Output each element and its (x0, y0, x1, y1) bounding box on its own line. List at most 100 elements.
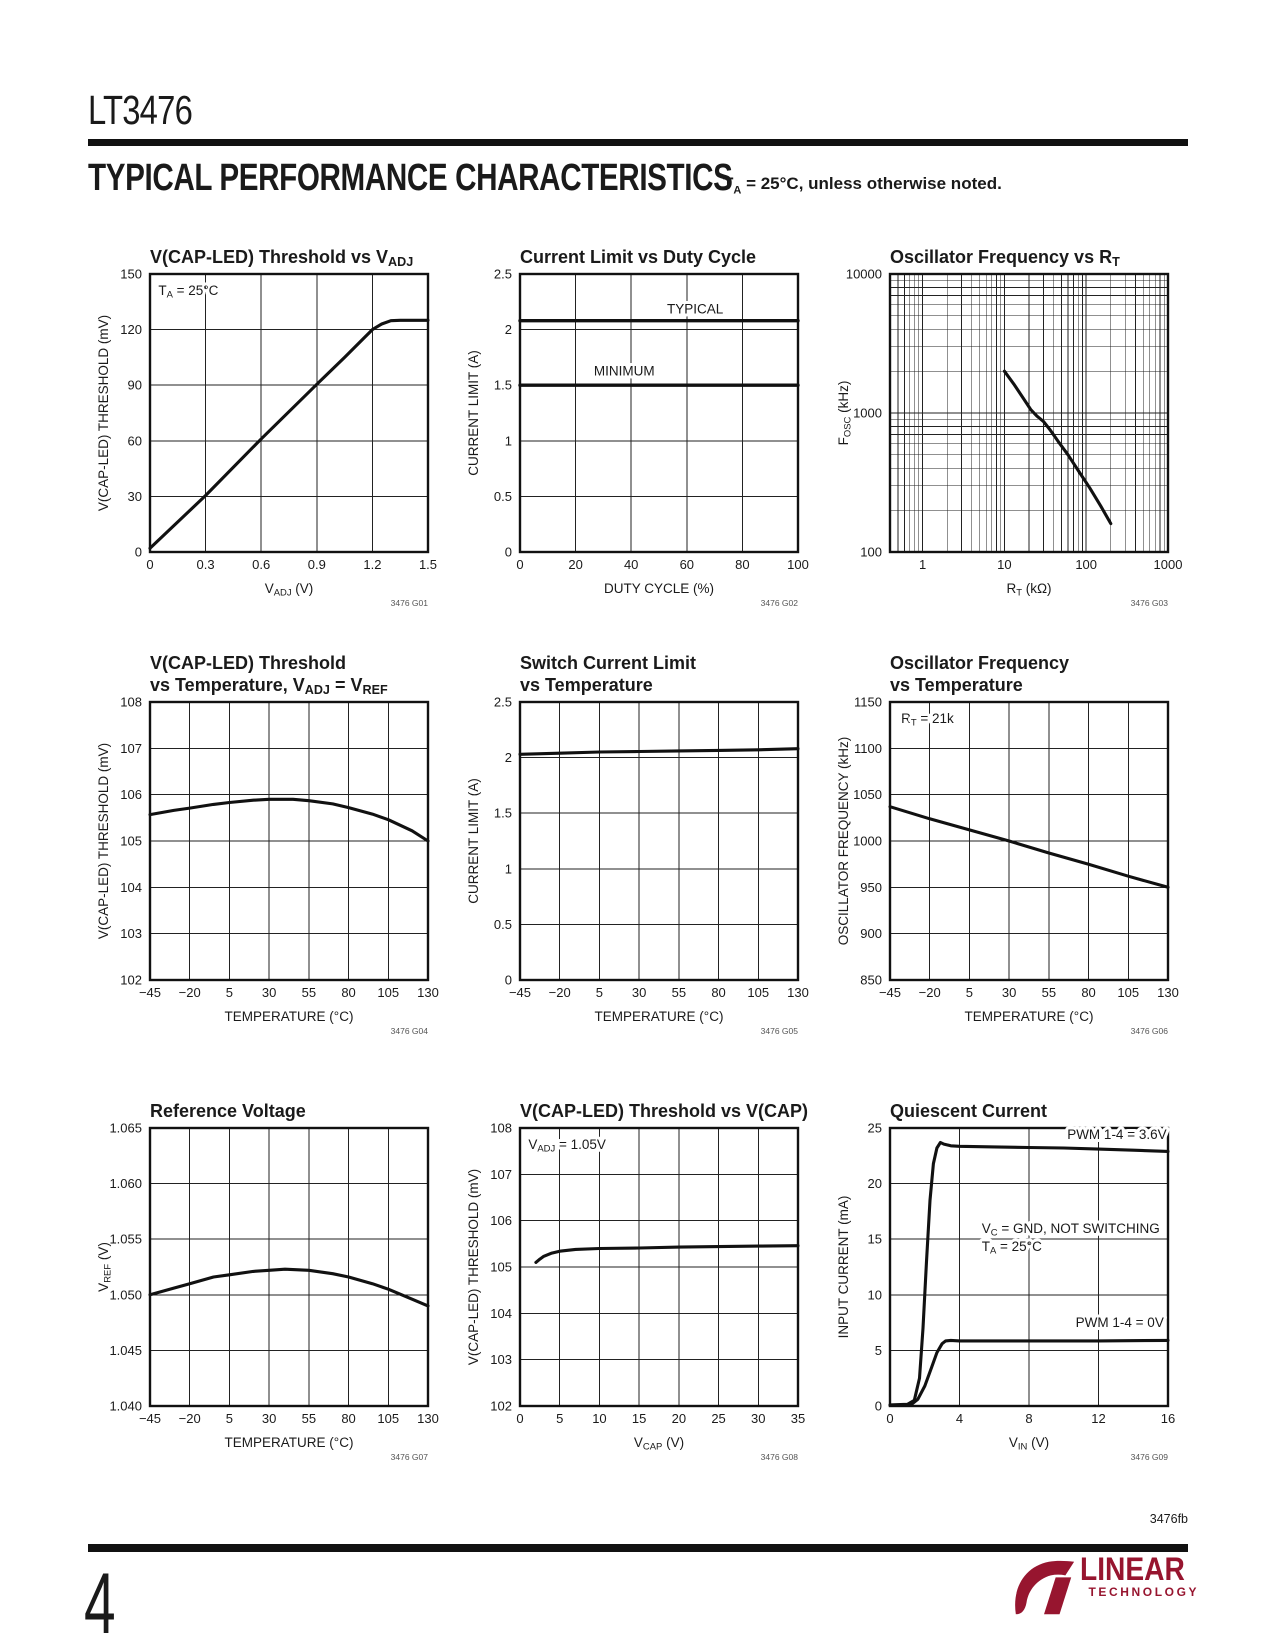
svg-text:5: 5 (596, 985, 603, 1000)
svg-text:VCAP (V): VCAP (V) (634, 1435, 684, 1452)
svg-text:−45: −45 (139, 1411, 161, 1426)
chart-canvas-g08: VADJ = 1.05V 0 5 10 15 20 25 30 35 102 103 104 105 10… (466, 1101, 808, 1462)
note-symbol: T (723, 174, 734, 193)
svg-text:30: 30 (262, 985, 276, 1000)
svg-text:TA = 25°C: TA = 25°C (982, 1239, 1042, 1256)
svg-text:4: 4 (956, 1411, 963, 1426)
svg-text:5: 5 (966, 985, 973, 1000)
svg-text:V(CAP-LED) THRESHOLD (mV): V(CAP-LED) THRESHOLD (mV) (96, 315, 111, 511)
svg-text:105: 105 (120, 834, 142, 849)
svg-text:3476 G07: 3476 G07 (391, 1452, 429, 1462)
svg-text:30: 30 (751, 1411, 765, 1426)
svg-text:10000: 10000 (846, 267, 882, 282)
svg-text:OSCILLATOR FREQUENCY (kHz): OSCILLATOR FREQUENCY (kHz) (836, 737, 851, 946)
svg-text:30: 30 (262, 1411, 276, 1426)
svg-text:10: 10 (868, 1287, 882, 1302)
chart-vcapled-threshold-vs-temperature: −45 −20 5 30 55 80 105 130 102 103 104 105 106 107 108… (93, 652, 439, 1038)
svg-text:104: 104 (490, 1306, 512, 1321)
svg-text:CURRENT LIMIT (A): CURRENT LIMIT (A) (466, 350, 481, 476)
svg-text:10: 10 (997, 557, 1011, 572)
svg-text:105: 105 (377, 985, 399, 1000)
page-number: 4 (84, 1556, 116, 1650)
lt-logo-mark-icon (1015, 1560, 1075, 1615)
chart-reference-voltage: −45 −20 5 30 55 80 105 130 1.040 1.045 1.050 1.055 1… (93, 1100, 439, 1464)
chart-quiescent-current: PWM 1-4 = 3.6V VC = GND, NOT SWITCHING TA … (833, 1100, 1178, 1464)
svg-text:0.9: 0.9 (308, 557, 326, 572)
svg-text:30: 30 (1002, 985, 1016, 1000)
svg-text:1.060: 1.060 (109, 1176, 142, 1191)
chart-oscillator-frequency-vs-rt: 1 10 100 1000 100 1000 10000 RT (kΩ) FOSC (kHz) O… (833, 246, 1182, 610)
svg-text:102: 102 (490, 1399, 512, 1414)
svg-text:Oscillator Frequency: Oscillator Frequency (890, 653, 1069, 673)
svg-text:2.5: 2.5 (494, 695, 512, 710)
svg-text:1.050: 1.050 (109, 1287, 142, 1302)
svg-text:15: 15 (632, 1411, 646, 1426)
svg-text:1.2: 1.2 (363, 557, 381, 572)
svg-text:V(CAP-LED) Threshold: V(CAP-LED) Threshold (150, 653, 346, 673)
svg-text:130: 130 (417, 985, 439, 1000)
svg-text:−45: −45 (139, 985, 161, 1000)
svg-text:VIN (V): VIN (V) (1009, 1435, 1049, 1452)
svg-text:2: 2 (505, 750, 512, 765)
chart-canvas-g02: TYPICAL MINIMUM 0 20 40 60 80 100 0 0.5 1 1.5 2 2.5 DU… (466, 247, 809, 608)
svg-text:130: 130 (1157, 985, 1179, 1000)
svg-text:1.5: 1.5 (494, 378, 512, 393)
svg-text:108: 108 (490, 1121, 512, 1136)
svg-text:−45: −45 (879, 985, 901, 1000)
logo-name: LINEAR (1080, 1551, 1185, 1587)
svg-text:105: 105 (490, 1260, 512, 1275)
svg-text:PWM 1-4 = 0V: PWM 1-4 = 0V (1076, 1315, 1164, 1330)
section-note: TA = 25°C, unless otherwise noted. (723, 174, 1002, 196)
svg-text:1000: 1000 (1154, 557, 1183, 572)
svg-text:VREF (V): VREF (V) (96, 1242, 113, 1292)
svg-text:−20: −20 (549, 985, 571, 1000)
svg-text:30: 30 (632, 985, 646, 1000)
svg-text:5: 5 (875, 1343, 882, 1358)
svg-text:vs Temperature, VADJ = VREF: vs Temperature, VADJ = VREF (150, 675, 388, 697)
svg-text:V(CAP-LED) THRESHOLD (mV): V(CAP-LED) THRESHOLD (mV) (96, 743, 111, 939)
svg-text:55: 55 (672, 985, 686, 1000)
svg-text:1.055: 1.055 (109, 1232, 142, 1247)
svg-text:−20: −20 (179, 985, 201, 1000)
svg-text:3476 G03: 3476 G03 (1131, 598, 1169, 608)
svg-text:DUTY CYCLE (%): DUTY CYCLE (%) (604, 581, 714, 596)
svg-text:3476 G04: 3476 G04 (391, 1026, 429, 1036)
doc-revision-code: 3476fb (1149, 1512, 1188, 1526)
note-subscript: A (733, 184, 742, 197)
svg-text:1.040: 1.040 (109, 1399, 142, 1414)
svg-text:55: 55 (302, 985, 316, 1000)
svg-text:TA = 25°C: TA = 25°C (158, 283, 218, 300)
svg-text:103: 103 (120, 926, 142, 941)
svg-text:100: 100 (787, 557, 809, 572)
svg-text:60: 60 (128, 433, 142, 448)
svg-text:1: 1 (505, 861, 512, 876)
svg-text:8: 8 (1025, 1411, 1032, 1426)
chart-canvas-g07: −45 −20 5 30 55 80 105 130 1.040 1.045 1.050 1.055 1… (96, 1101, 439, 1462)
chart-canvas-g04: −45 −20 5 30 55 80 105 130 102 103 104 105 106 107 108… (96, 653, 439, 1036)
chart-canvas-g05: −45 −20 5 30 55 80 105 130 0 0.5 1 1.5 2 2.5 TEMPERATU… (466, 653, 809, 1036)
svg-text:100: 100 (860, 545, 882, 560)
svg-text:Current Limit vs Duty Cycle: Current Limit vs Duty Cycle (520, 247, 756, 267)
svg-text:106: 106 (120, 787, 142, 802)
svg-text:3476 G08: 3476 G08 (761, 1452, 799, 1462)
svg-text:−45: −45 (509, 985, 531, 1000)
svg-text:16: 16 (1161, 1411, 1175, 1426)
svg-text:0.3: 0.3 (197, 557, 215, 572)
svg-text:vs Temperature: vs Temperature (520, 675, 653, 695)
logo-subtitle: TECHNOLOGY (1088, 1585, 1200, 1600)
svg-text:0: 0 (516, 557, 523, 572)
chart-vcapled-threshold-vs-vcap: VADJ = 1.05V 0 5 10 15 20 25 30 35 102 103 104 105 10… (463, 1100, 808, 1464)
svg-text:130: 130 (787, 985, 809, 1000)
svg-text:100: 100 (1075, 557, 1097, 572)
chart-canvas-g09: PWM 1-4 = 3.6V VC = GND, NOT SWITCHINGTA … (836, 1101, 1175, 1462)
svg-text:VADJ = 1.05V: VADJ = 1.05V (528, 1137, 606, 1154)
svg-text:V(CAP-LED) THRESHOLD (mV): V(CAP-LED) THRESHOLD (mV) (466, 1169, 481, 1365)
svg-text:850: 850 (860, 973, 882, 988)
svg-text:950: 950 (860, 880, 882, 895)
svg-text:TYPICAL: TYPICAL (667, 301, 724, 316)
svg-text:1.065: 1.065 (109, 1121, 142, 1136)
svg-text:VC = GND, NOT SWITCHING: VC = GND, NOT SWITCHING (982, 1221, 1160, 1238)
svg-text:0.6: 0.6 (252, 557, 270, 572)
svg-text:2.5: 2.5 (494, 267, 512, 282)
svg-text:1000: 1000 (853, 834, 882, 849)
